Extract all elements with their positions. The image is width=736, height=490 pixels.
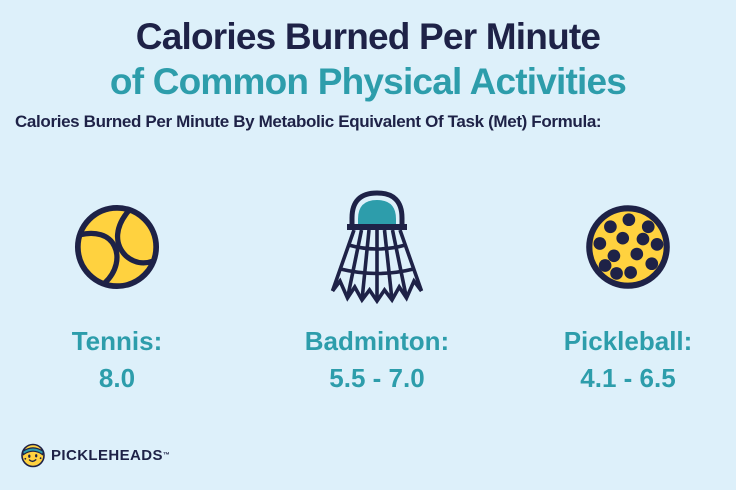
pickleball-icon-box (584, 188, 672, 306)
activity-label: Badminton: (304, 326, 450, 356)
title-line-2: of Common Physical Activities (109, 61, 627, 102)
activity-value: 8.0 (98, 363, 136, 394)
activities-row: Tennis: 8.0 (0, 188, 736, 393)
activity-tennis: Tennis: 8.0 (0, 188, 234, 393)
activity-pickleball: Pickleball: 4.1 - 6.5 (520, 188, 736, 393)
tennis-ball-icon (74, 204, 160, 290)
activity-badminton: Badminton: 5.5 - 7.0 (234, 188, 520, 393)
title-line-1: Calories Burned Per Minute (135, 16, 601, 57)
pickleheads-logo: PICKLEHEADS ™ (20, 442, 170, 468)
activity-value: 4.1 - 6.5 (580, 363, 676, 394)
pickleheads-mascot-icon (21, 443, 45, 468)
subtitle: Calories Burned Per Minute By Metabolic … (15, 112, 602, 131)
trademark-symbol: ™ (162, 451, 170, 459)
shuttlecock-icon (330, 190, 424, 304)
badminton-icon-box (329, 188, 425, 306)
page-title: Calories Burned Per Minute of Common Phy… (0, 14, 736, 104)
pickleball-icon (586, 205, 670, 289)
activity-label: Tennis: (71, 326, 163, 356)
activity-value: 5.5 - 7.0 (329, 363, 425, 394)
tennis-icon-box (73, 188, 161, 306)
activity-label: Pickleball: (563, 326, 693, 356)
brand-name: PICKLEHEADS (51, 446, 163, 464)
